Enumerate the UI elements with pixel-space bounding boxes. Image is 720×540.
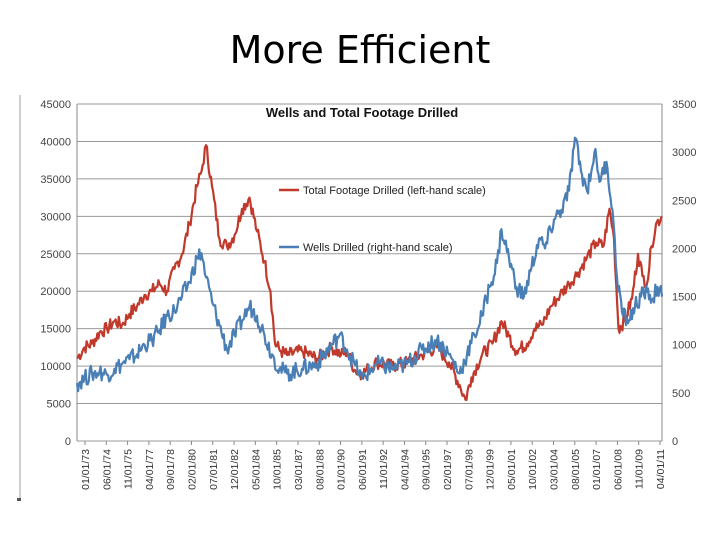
x-tick-label: 06/01/74 <box>101 449 113 490</box>
legend-label-wells: Wells Drilled (right-hand scale) <box>303 242 453 254</box>
x-tick-label: 11/01/75 <box>123 449 135 489</box>
x-tick-label: 10/01/02 <box>527 449 539 490</box>
left-border-rule <box>19 95 21 498</box>
x-tick-label: 08/01/88 <box>314 449 326 490</box>
x-tick-label: 12/01/99 <box>485 449 497 490</box>
x-tick-label: 04/01/77 <box>144 449 156 490</box>
x-tick-label: 06/01/08 <box>612 449 624 490</box>
left-tick-label: 25000 <box>40 249 71 261</box>
x-axis: 01/01/73 06/01/74 11/01/75 04/01/77 09/01/78… <box>80 441 667 490</box>
x-tick-label: 01/01/90 <box>336 449 348 490</box>
x-tick-label: 12/01/82 <box>229 449 241 490</box>
series-lines <box>75 136 664 401</box>
right-tick-label: 2000 <box>672 243 696 255</box>
x-tick-label: 05/01/84 <box>250 449 262 490</box>
right-tick-label: 2500 <box>672 195 696 207</box>
left-tick-label: 20000 <box>40 286 71 298</box>
x-tick-label: 05/01/01 <box>506 449 518 490</box>
left-tick-label: 35000 <box>40 174 71 186</box>
x-tick-label: 09/01/95 <box>421 449 433 490</box>
right-tick-label: 1000 <box>672 340 696 352</box>
line-chart: 0500010000150002000025000300003500040000… <box>22 90 712 520</box>
right-axis: 0 500 1000 1500 2000 2500 3000 3500 <box>661 99 696 448</box>
left-tick-label: 0 <box>65 436 71 448</box>
left-tick-label: 45000 <box>40 99 71 111</box>
x-tick-label: 01/01/07 <box>591 449 603 490</box>
slide-title: More Efficient <box>229 28 491 72</box>
x-tick-label: 02/01/97 <box>442 449 454 490</box>
wells-series-line <box>75 136 664 393</box>
right-tick-label: 3500 <box>672 99 696 111</box>
x-tick-label: 07/01/98 <box>463 449 475 490</box>
left-axis: 0 5000 10000 15000 20000 25000 30000 35000 40000… <box>40 99 78 448</box>
left-tick-label: 30000 <box>40 211 71 223</box>
x-tick-label: 04/01/94 <box>399 449 411 490</box>
x-tick-label: 03/01/87 <box>293 449 305 490</box>
legend: Total Footage Drilled (left-hand scale) … <box>279 185 486 254</box>
x-tick-label: 09/01/78 <box>165 449 177 490</box>
right-tick-label: 1500 <box>672 292 696 304</box>
left-tick-label: 5000 <box>47 399 71 411</box>
x-tick-label: 11/01/09 <box>634 449 646 489</box>
left-tick-label: 15000 <box>40 324 71 336</box>
x-tick-label: 11/01/92 <box>378 449 390 489</box>
x-tick-label: 10/01/85 <box>272 449 284 490</box>
x-tick-label: 03/01/04 <box>549 449 561 490</box>
x-tick-label: 08/01/05 <box>570 449 582 490</box>
left-border-tick <box>17 498 21 501</box>
right-tick-label: 3000 <box>672 147 696 159</box>
x-tick-label: 02/01/80 <box>186 449 198 490</box>
chart-title: Wells and Total Footage Drilled <box>266 105 458 120</box>
left-tick-label: 40000 <box>40 136 71 148</box>
x-tick-label: 07/01/81 <box>208 449 220 490</box>
x-tick-label: 04/01/11 <box>655 449 667 489</box>
right-tick-label: 500 <box>672 388 690 400</box>
x-tick-label: 06/01/91 <box>357 449 369 490</box>
right-tick-label: 0 <box>672 436 678 448</box>
legend-label-footage: Total Footage Drilled (left-hand scale) <box>303 185 486 197</box>
left-tick-label: 10000 <box>40 361 71 373</box>
x-tick-label: 01/01/73 <box>80 449 92 490</box>
